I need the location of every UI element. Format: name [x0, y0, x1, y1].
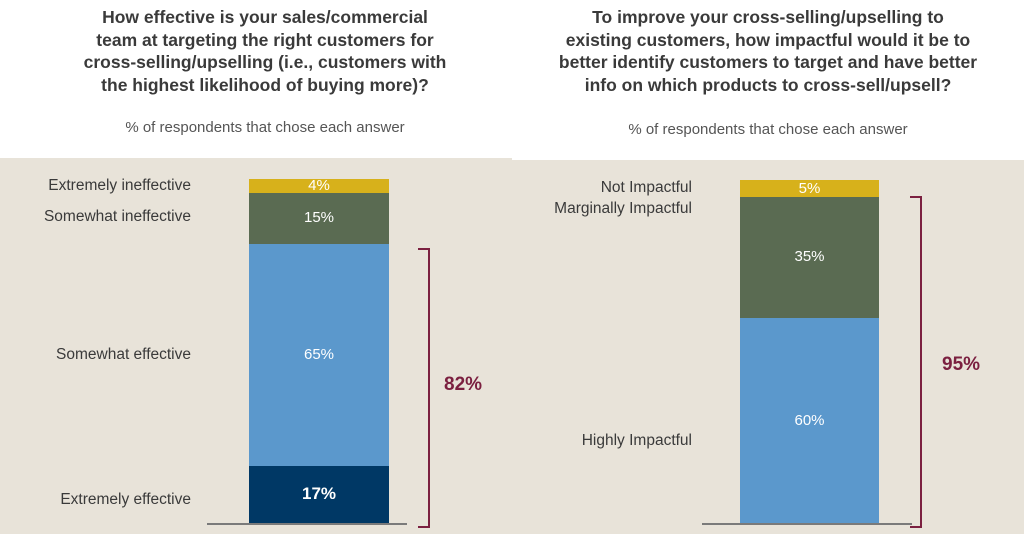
- total-bracket: [418, 248, 430, 528]
- bar-segment: 4%: [249, 176, 389, 194]
- data-label: 4%: [308, 176, 330, 194]
- title-line: How effective is your sales/commercial: [102, 7, 428, 27]
- chart-subtitle: % of respondents that chose each answer: [125, 119, 405, 136]
- data-label: 17%: [301, 483, 337, 503]
- bar-segment: 65%: [249, 243, 389, 466]
- bar-segment: 15%: [249, 192, 389, 244]
- chart-subtitle: % of respondents that chose each answer: [628, 121, 908, 138]
- title-line: existing customers, how impactful would …: [565, 29, 971, 50]
- category-label: Not Impactful: [600, 179, 692, 196]
- data-label: 65%: [303, 345, 335, 363]
- data-label: 5%: [798, 179, 821, 197]
- data-label: 15%: [303, 209, 335, 227]
- category-label: Somewhat ineffective: [43, 208, 191, 226]
- bracket-total-label: 95%: [942, 354, 981, 375]
- title-line: To improve your cross-selling/upselling …: [592, 7, 944, 27]
- axis-baseline: [207, 523, 407, 525]
- bar-segment: 5%: [740, 179, 879, 198]
- title-line: cross-selling/upselling (i.e., customers…: [83, 52, 447, 72]
- title-line: better identify customers to target and …: [558, 52, 978, 72]
- title-line: info on which products to cross-sell/ups…: [584, 74, 952, 95]
- bracket-total-label: 82%: [444, 374, 483, 395]
- title-line: the highest likelihood of buying more)?: [101, 74, 429, 95]
- chart-title: To improve your cross-selling/upselling …: [512, 6, 1024, 96]
- data-label: 35%: [794, 248, 825, 266]
- total-bracket: [910, 196, 922, 528]
- category-label: Highly Impactful: [581, 432, 692, 450]
- category-label: Marginally Impactful: [554, 199, 692, 217]
- category-label: Extremely effective: [60, 490, 191, 508]
- category-label: Somewhat effective: [56, 345, 191, 363]
- title-line: team at targeting the right customers fo…: [96, 29, 434, 50]
- data-label: 60%: [794, 411, 825, 429]
- chart-left: How effective is your sales/commercial t…: [0, 6, 512, 534]
- bar-segment: 60%: [740, 317, 879, 524]
- category-label: Extremely ineffective: [48, 177, 191, 194]
- axis-baseline: [702, 523, 912, 525]
- chart-title: How effective is your sales/commercial t…: [40, 6, 490, 96]
- chart-right: To improve your cross-selling/upselling …: [512, 0, 1024, 534]
- bar-segment: 35%: [740, 197, 879, 318]
- bar-segment: 17%: [249, 465, 389, 524]
